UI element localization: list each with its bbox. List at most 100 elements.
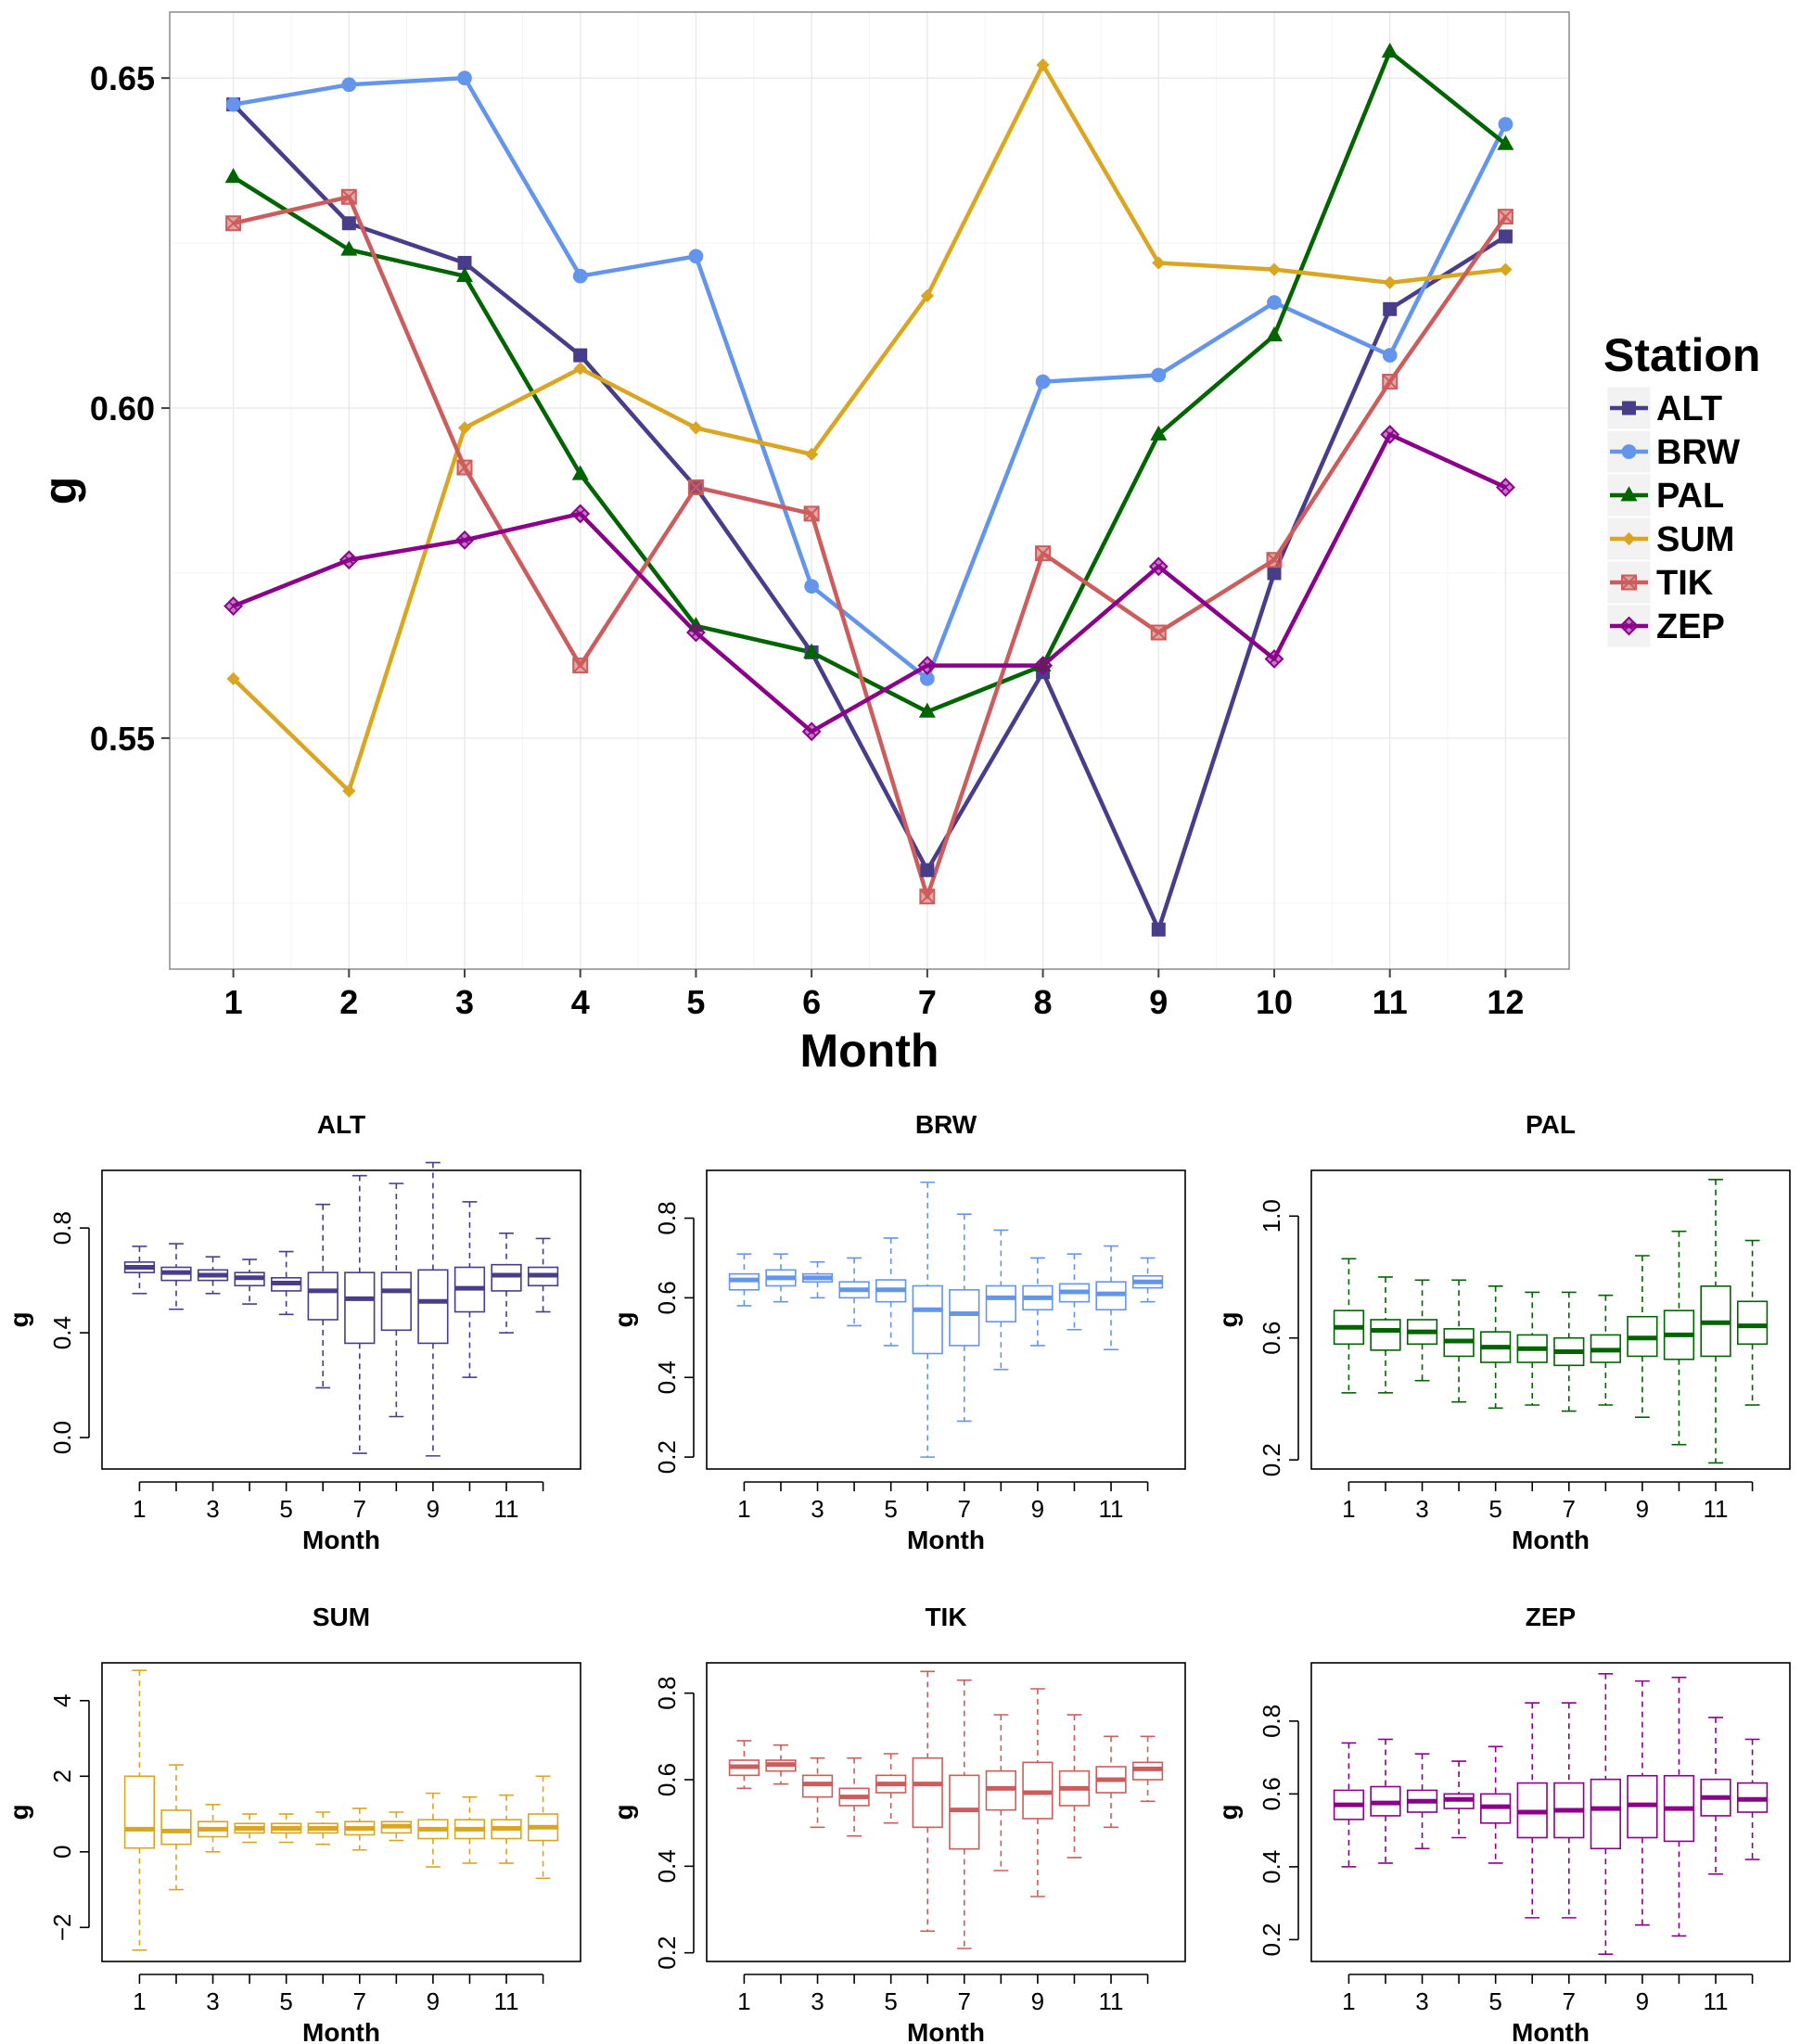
box-month-9 bbox=[1627, 1680, 1658, 1926]
panel-frame bbox=[101, 1662, 581, 1962]
panel-x-tick-label: 7 bbox=[958, 1987, 971, 2015]
point-marker bbox=[920, 862, 935, 877]
panel-x-tick-label: 11 bbox=[1704, 1495, 1729, 1523]
point-marker bbox=[1381, 42, 1399, 58]
boxplot-panel-alt: ALT 0.0 0.4 0.8 g 1 3 5 7 9 11 Month bbox=[5, 1110, 581, 1554]
point-marker bbox=[1498, 117, 1514, 132]
box-iqr bbox=[160, 1809, 192, 1846]
boxplot-panel-tik: TIK 0.2 0.4 0.6 0.8 g 1 3 5 7 9 11 Month bbox=[609, 1603, 1186, 2044]
panel-y-title: g bbox=[1214, 1804, 1243, 1820]
point-marker bbox=[1267, 566, 1282, 581]
legend-label: SUM bbox=[1656, 520, 1734, 559]
point-marker bbox=[340, 188, 357, 205]
point-marker bbox=[224, 596, 244, 616]
panel-y-tick-label: 1.0 bbox=[1258, 1199, 1285, 1233]
panel-y-tick-label: 0 bbox=[48, 1846, 76, 1859]
xsquare-cross bbox=[1498, 209, 1514, 224]
panel-title: ALT bbox=[317, 1110, 365, 1139]
series-brw bbox=[233, 75, 1508, 682]
point-marker bbox=[340, 240, 358, 256]
box-month-9 bbox=[1022, 1257, 1054, 1347]
square-marker bbox=[1151, 922, 1166, 937]
panel-y-tick-label: −2 bbox=[48, 1913, 76, 1941]
point-marker bbox=[1035, 374, 1051, 390]
point-marker bbox=[918, 702, 936, 718]
xdiamond-cross bbox=[1501, 482, 1511, 492]
panel-x-tick-label: 11 bbox=[494, 1987, 519, 2015]
point-marker bbox=[341, 77, 357, 93]
xsquare-cross bbox=[572, 658, 588, 673]
point-marker bbox=[454, 530, 475, 550]
panel-x-tick-label: 11 bbox=[1099, 1495, 1124, 1523]
box-month-7 bbox=[1553, 1291, 1585, 1412]
circle-marker bbox=[1621, 444, 1637, 459]
panel-y-tick-label: 0.6 bbox=[653, 1281, 681, 1314]
box-month-11 bbox=[1700, 1179, 1731, 1464]
triangle-marker bbox=[1265, 326, 1283, 342]
box-month-10 bbox=[453, 1201, 486, 1378]
box-month-10 bbox=[453, 1795, 486, 1864]
box-month-4 bbox=[838, 1257, 870, 1327]
circle-marker bbox=[1151, 367, 1167, 383]
box-month-10 bbox=[1663, 1230, 1695, 1446]
panel-y-tick-label: 0.2 bbox=[653, 1936, 681, 1970]
x-tick-label: 11 bbox=[1373, 983, 1408, 1021]
point-marker bbox=[342, 784, 356, 798]
box-month-7 bbox=[949, 1213, 980, 1423]
series-tik bbox=[233, 195, 1508, 899]
panel-title: PAL bbox=[1526, 1110, 1576, 1139]
point-marker bbox=[1622, 531, 1636, 546]
box-month-7 bbox=[344, 1808, 376, 1851]
point-marker bbox=[804, 579, 820, 594]
point-marker bbox=[338, 550, 359, 570]
point-marker bbox=[457, 70, 472, 86]
point-marker bbox=[1621, 574, 1637, 591]
x-tick-label: 7 bbox=[918, 983, 937, 1021]
panel-x-tick-label: 3 bbox=[1415, 1987, 1428, 2015]
panel-y-tick-label: 0.8 bbox=[653, 1201, 681, 1234]
point-marker bbox=[1267, 295, 1282, 311]
panel-x-tick-label: 5 bbox=[1488, 1987, 1501, 2015]
series-sum bbox=[232, 62, 1506, 794]
box-month-12 bbox=[1736, 1239, 1769, 1406]
box-month-3 bbox=[197, 1256, 229, 1295]
box-month-5 bbox=[1480, 1745, 1512, 1864]
box-month-7 bbox=[344, 1174, 376, 1454]
triangle-marker bbox=[224, 168, 242, 184]
panel-y-tick-label: 0.6 bbox=[1258, 1322, 1285, 1355]
circle-marker bbox=[804, 579, 820, 594]
box-month-8 bbox=[380, 1811, 412, 1842]
x-tick-label: 3 bbox=[455, 983, 474, 1021]
point-marker bbox=[1382, 374, 1399, 390]
series-pal bbox=[232, 49, 1507, 714]
box-month-2 bbox=[1370, 1738, 1401, 1864]
box-month-4 bbox=[838, 1757, 870, 1837]
panel-y-tick-label: 0.2 bbox=[1258, 1443, 1285, 1476]
legend-label: TIK bbox=[1656, 564, 1714, 603]
box-month-8 bbox=[1590, 1672, 1621, 1955]
box-month-1 bbox=[123, 1669, 156, 1951]
point-marker bbox=[1497, 209, 1514, 225]
panel-frame bbox=[706, 1662, 1186, 1962]
point-marker bbox=[1495, 478, 1515, 497]
panel-x-tick-label: 9 bbox=[427, 1987, 440, 2015]
box-month-9 bbox=[1022, 1688, 1054, 1897]
triangle-marker bbox=[1497, 134, 1514, 150]
panel-y-title: g bbox=[609, 1311, 638, 1327]
xdiamond-cross bbox=[1385, 429, 1395, 440]
circle-marker bbox=[1035, 374, 1051, 390]
box-month-8 bbox=[380, 1182, 412, 1418]
panel-title: BRW bbox=[915, 1110, 977, 1139]
panel-frame bbox=[706, 1169, 1186, 1470]
x-axis-title: Month bbox=[800, 1025, 939, 1077]
diamond-marker bbox=[1383, 275, 1397, 289]
box-iqr bbox=[1590, 1778, 1621, 1850]
box-month-4 bbox=[234, 1258, 265, 1305]
xsquare-cross bbox=[1035, 545, 1051, 561]
box-iqr bbox=[344, 1271, 376, 1345]
circle-marker bbox=[1267, 295, 1282, 311]
y-tick-label: 0.60 bbox=[90, 390, 155, 428]
series-line-brw bbox=[233, 75, 1508, 682]
panel-y-tick-label: 0.0 bbox=[48, 1421, 76, 1454]
